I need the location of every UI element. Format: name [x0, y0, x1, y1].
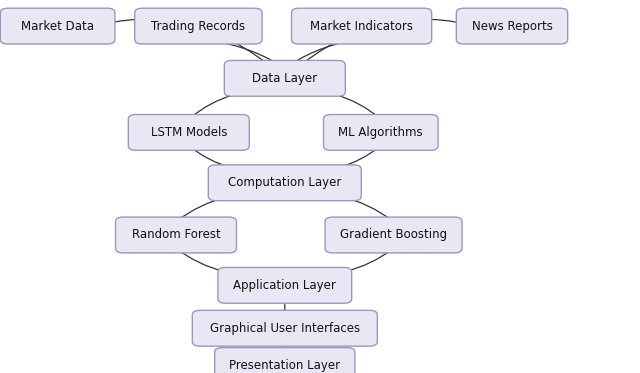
FancyBboxPatch shape: [323, 115, 438, 150]
FancyBboxPatch shape: [291, 8, 431, 44]
Text: News Reports: News Reports: [472, 20, 552, 32]
Text: Computation Layer: Computation Layer: [228, 176, 342, 189]
FancyBboxPatch shape: [325, 217, 462, 253]
Text: Graphical User Interfaces: Graphical User Interfaces: [210, 322, 360, 335]
Text: Gradient Boosting: Gradient Boosting: [340, 229, 447, 241]
Text: Market Indicators: Market Indicators: [310, 20, 413, 32]
Text: Trading Records: Trading Records: [151, 20, 246, 32]
Text: Data Layer: Data Layer: [252, 72, 317, 85]
Text: Presentation Layer: Presentation Layer: [229, 359, 340, 372]
FancyBboxPatch shape: [192, 310, 378, 346]
Text: ML Algorithms: ML Algorithms: [339, 126, 423, 139]
FancyBboxPatch shape: [225, 60, 346, 96]
FancyBboxPatch shape: [209, 165, 361, 201]
FancyBboxPatch shape: [215, 348, 355, 373]
FancyBboxPatch shape: [135, 8, 262, 44]
FancyBboxPatch shape: [115, 217, 237, 253]
Text: Random Forest: Random Forest: [132, 229, 220, 241]
FancyBboxPatch shape: [0, 8, 115, 44]
Text: Application Layer: Application Layer: [234, 279, 336, 292]
FancyBboxPatch shape: [456, 8, 568, 44]
Text: Market Data: Market Data: [21, 20, 94, 32]
FancyBboxPatch shape: [128, 115, 249, 150]
FancyBboxPatch shape: [218, 267, 352, 303]
Text: LSTM Models: LSTM Models: [150, 126, 227, 139]
